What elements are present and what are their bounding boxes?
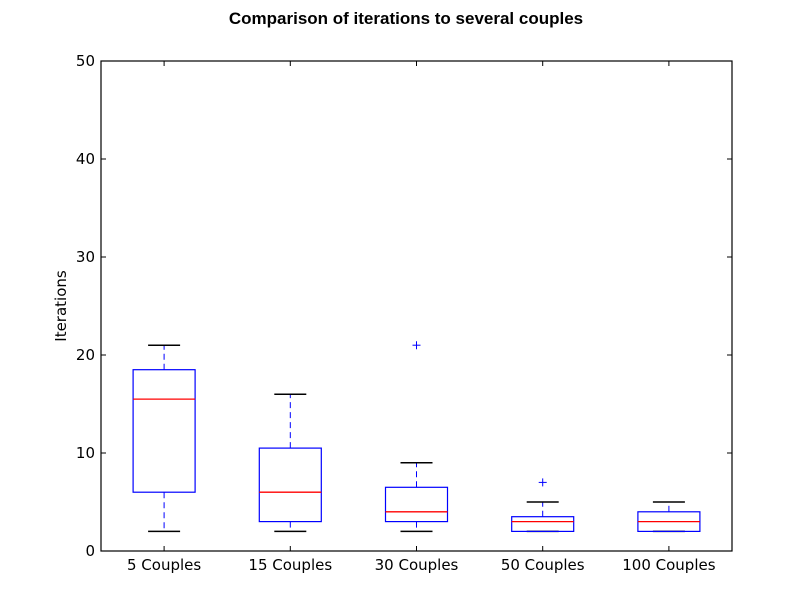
box bbox=[384, 486, 449, 523]
box bbox=[132, 369, 196, 493]
x-tick-label: 15 Couples bbox=[248, 556, 332, 574]
box-group-4 bbox=[511, 478, 575, 533]
box-group-3 bbox=[384, 341, 449, 533]
flier-point bbox=[538, 478, 547, 487]
plot-frame bbox=[100, 60, 733, 552]
y-tick-label: 40 bbox=[76, 150, 95, 168]
y-tick-label: 10 bbox=[76, 444, 95, 462]
y-tick-label: 20 bbox=[76, 346, 95, 364]
x-tick-label: 5 Couples bbox=[127, 556, 201, 574]
x-tick-label: 100 Couples bbox=[622, 556, 715, 574]
y-tick-label: 30 bbox=[76, 248, 95, 266]
x-tick-label: 30 Couples bbox=[375, 556, 459, 574]
box-group-1 bbox=[132, 344, 196, 533]
chart-title: Comparison of iterations to several coup… bbox=[228, 9, 584, 28]
x-tick-label: 50 Couples bbox=[501, 556, 585, 574]
y-tick-label: 0 bbox=[85, 542, 95, 560]
y-axis-label: Iterations bbox=[52, 270, 70, 342]
box-group-2 bbox=[258, 393, 322, 533]
y-tick-label: 50 bbox=[76, 52, 95, 70]
box bbox=[511, 516, 575, 533]
box bbox=[258, 447, 322, 523]
box-group-5 bbox=[637, 501, 701, 533]
flier-point bbox=[412, 341, 421, 350]
